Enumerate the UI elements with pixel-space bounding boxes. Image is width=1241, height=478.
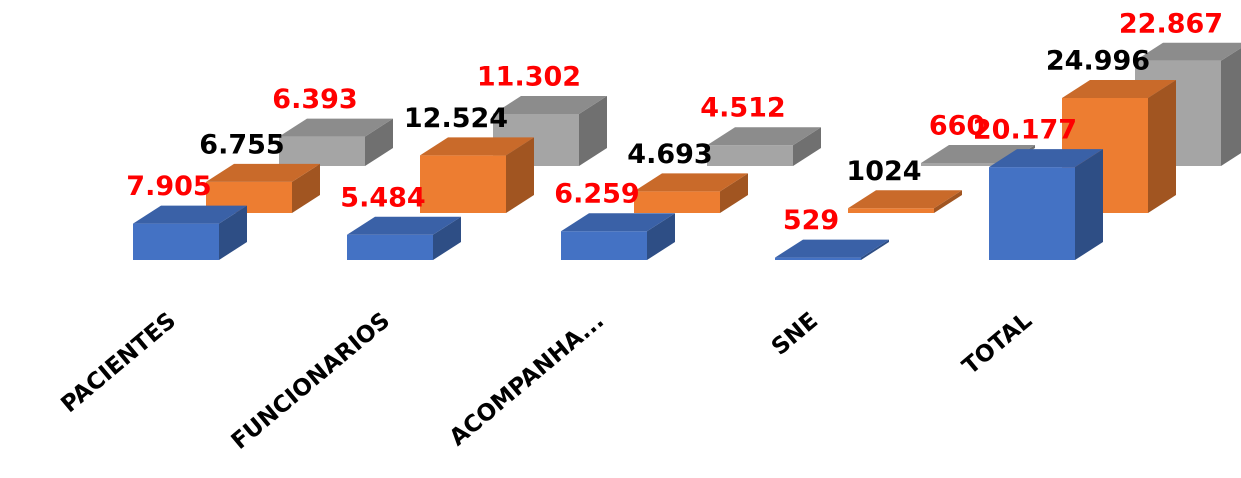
bar-front — [775, 257, 861, 260]
bar-top — [493, 96, 607, 115]
bar-front — [206, 181, 292, 213]
bar-top — [848, 190, 962, 209]
category-label: ACOMPANHA... — [445, 308, 609, 452]
bar-top — [347, 216, 461, 235]
bar — [634, 173, 748, 213]
bar — [561, 213, 675, 260]
bar-top — [279, 118, 393, 137]
bar-top — [206, 163, 320, 182]
bar-top — [707, 127, 821, 146]
bar — [989, 149, 1103, 260]
bar-top — [133, 205, 247, 224]
bar-front — [707, 145, 793, 166]
bar-front — [921, 162, 1007, 166]
bar-front — [848, 208, 934, 213]
value-label: 5.484 — [340, 182, 425, 213]
bar-side — [365, 118, 393, 166]
value-label: 1024 — [846, 156, 921, 187]
bar — [279, 118, 393, 166]
category-label: FUNCIONARIOS — [227, 308, 395, 455]
bar-front — [133, 223, 219, 260]
bar-top — [634, 173, 748, 192]
bar-side — [506, 137, 534, 213]
bar-side — [219, 205, 247, 260]
value-label: 6.393 — [272, 84, 357, 115]
bar-top — [989, 149, 1103, 168]
bar-side — [1148, 80, 1176, 213]
value-label: 4.693 — [627, 139, 712, 170]
bar-side — [793, 127, 821, 166]
bar-front — [279, 136, 365, 166]
bar-side — [934, 190, 962, 213]
bar — [775, 239, 889, 260]
value-label: 20.177 — [973, 115, 1077, 146]
bar-front — [561, 231, 647, 260]
value-label: 22.867 — [1119, 8, 1223, 39]
bar — [420, 137, 534, 213]
bar-top — [1135, 42, 1241, 61]
bar-front — [989, 167, 1075, 260]
bar-side — [292, 163, 320, 213]
category-label: PACIENTES — [56, 308, 181, 419]
value-label: 11.302 — [477, 62, 581, 93]
bar-side — [1075, 149, 1103, 260]
bar-side — [1221, 47, 1241, 166]
value-label: 7.905 — [126, 171, 211, 202]
value-label: 24.996 — [1046, 46, 1150, 77]
bar-side — [720, 173, 748, 213]
bar-top — [1062, 80, 1176, 98]
bar — [707, 127, 821, 166]
value-label: 4.512 — [700, 93, 785, 124]
bar-side — [647, 213, 675, 260]
bar-side — [861, 239, 889, 260]
bar — [206, 163, 320, 213]
bar-front — [420, 155, 506, 213]
value-label: 6.259 — [554, 179, 639, 210]
category-label: SNE — [767, 308, 823, 361]
bar-top — [775, 239, 889, 258]
bar-top — [561, 213, 675, 232]
value-label: 660 — [929, 110, 985, 141]
bar-side — [433, 216, 461, 260]
bar-front — [634, 191, 720, 213]
bar — [133, 205, 247, 260]
bar — [848, 190, 962, 213]
category-label: TOTAL — [958, 307, 1037, 380]
bar-side — [579, 96, 607, 166]
value-label: 12.524 — [404, 103, 508, 134]
bar-front — [347, 234, 433, 260]
value-label: 529 — [783, 205, 839, 236]
bar-top — [420, 137, 534, 156]
value-label: 6.755 — [199, 129, 284, 160]
bar — [347, 216, 461, 260]
